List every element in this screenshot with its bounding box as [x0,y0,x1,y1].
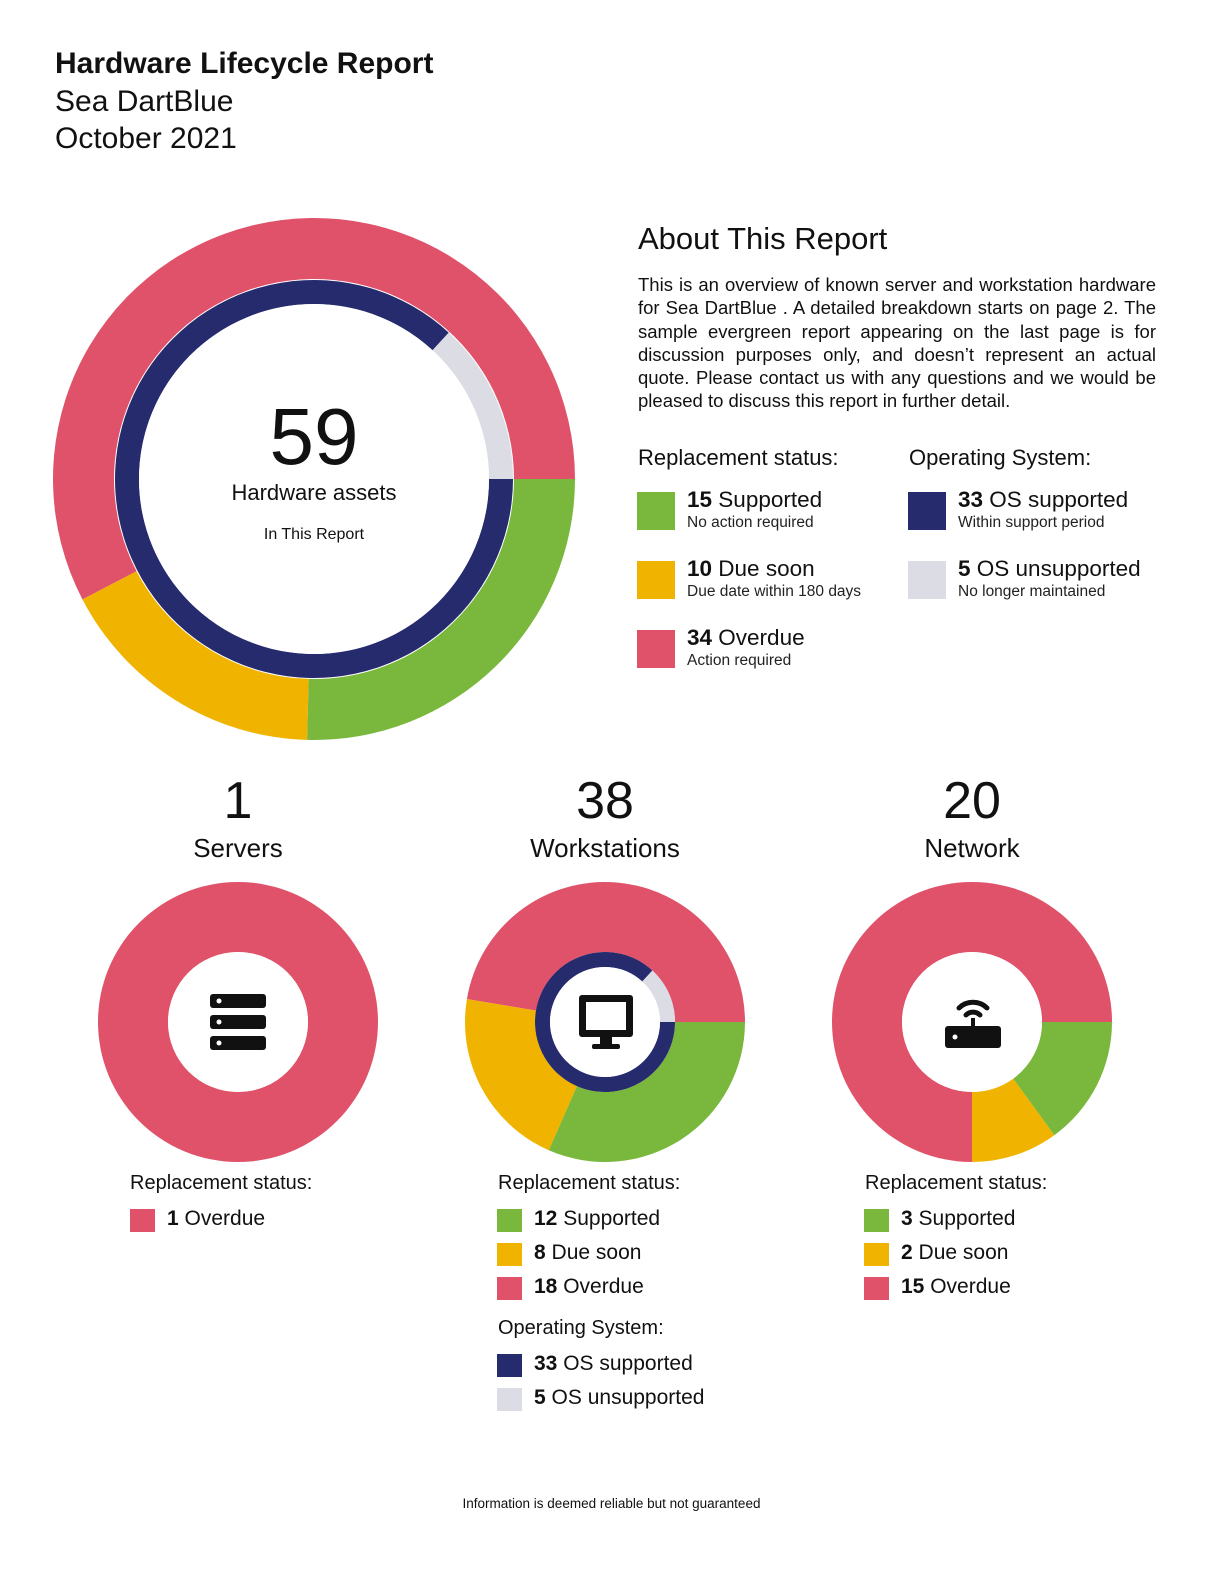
server-icon [210,994,266,1050]
legend-count: 34 [687,625,713,650]
total-assets-value: 59 [269,392,359,481]
legend-label: OS supported [989,487,1129,512]
servers-replacement-heading: Replacement status: [130,1172,313,1194]
legend-label: OS unsupported [976,556,1141,581]
legend-label: Supported [718,487,823,512]
workstations-replacement-heading: Replacement status: [498,1172,681,1194]
legend-desc: Within support period [958,514,1105,531]
legend-label: OS supported [563,1352,693,1375]
router-icon [945,999,1001,1048]
legend-count: 15 [901,1275,925,1298]
legend-label: Due soon [718,556,815,581]
legend-count: 3 [901,1207,913,1230]
legend-desc: No action required [687,514,814,531]
legend-count: 18 [534,1275,558,1298]
legend-count: 12 [534,1207,558,1230]
due-soon-swatch [864,1243,889,1266]
legend-label: Supported [563,1207,661,1230]
main-outer-slice-supported [307,479,575,740]
legend-count: 15 [687,487,713,512]
network-title: Network [924,833,1020,863]
workstations-count: 38 [576,772,634,830]
legend-count: 33 [534,1352,558,1375]
legend-count: 10 [687,556,713,581]
footer-disclaimer: Information is deemed reliable but not g… [462,1496,761,1511]
legend-count: 8 [534,1241,546,1264]
network-outer-slice-due-soon [972,1078,1055,1162]
total-assets-sublabel: In This Report [263,526,365,543]
os-supported-swatch [497,1354,522,1377]
legend-label: Overdue [563,1275,644,1298]
about-title: About This Report [638,221,888,256]
legend-label: Due soon [551,1241,642,1264]
total-assets-label: Hardware assets [231,480,397,505]
overdue-swatch [497,1277,522,1300]
report-title: Hardware Lifecycle Report [55,47,434,80]
legend-label: Overdue [184,1207,266,1230]
replacement-status-heading: Replacement status: [638,445,839,470]
legend-count: 33 [958,487,984,512]
os-unsupported-swatch [497,1388,522,1411]
legend-desc: No longer maintained [958,583,1106,600]
servers-count: 1 [223,772,253,830]
legend-label: Due soon [918,1241,1009,1264]
due-soon-swatch [497,1243,522,1266]
main-outer-slice-due-soon [82,571,309,740]
legend-label: Overdue [718,625,805,650]
legend-label: Overdue [930,1275,1011,1298]
supported-swatch [497,1209,522,1232]
network-count: 20 [943,772,1001,830]
workstations-title: Workstations [530,833,680,863]
about-text: This is an overview of known server and … [638,274,1156,412]
client-name: Sea DartBlue [55,85,234,118]
legend-desc: Action required [687,652,792,669]
report-date: October 2021 [55,122,237,155]
legend-count: 1 [167,1207,179,1230]
legend-count: 2 [901,1241,913,1264]
legend-label: OS unsupported [551,1386,705,1409]
legend-label: Supported [918,1207,1016,1230]
network-replacement-heading: Replacement status: [865,1172,1048,1194]
supported-swatch [864,1209,889,1232]
servers-title: Servers [193,833,283,863]
monitor-icon [579,995,633,1049]
overdue-swatch [637,630,675,668]
main-inner-slice-os-unsupported [432,332,513,479]
workstations-os-heading: Operating System: [498,1317,664,1339]
supported-swatch [637,492,675,530]
os-supported-swatch [908,492,946,530]
legend-count: 5 [958,556,971,581]
os-unsupported-swatch [908,561,946,599]
workstations-outer-slice-due-soon [464,998,577,1151]
network-outer-slice-supported [1013,1022,1112,1136]
legend-desc: Due date within 180 days [687,583,862,600]
due-soon-swatch [637,561,675,599]
overdue-swatch [130,1209,155,1232]
legend-count: 5 [534,1386,546,1409]
os-heading: Operating System: [909,445,1092,470]
overdue-swatch [864,1277,889,1300]
workstations-inner-slice-os-unsupported [642,970,675,1022]
